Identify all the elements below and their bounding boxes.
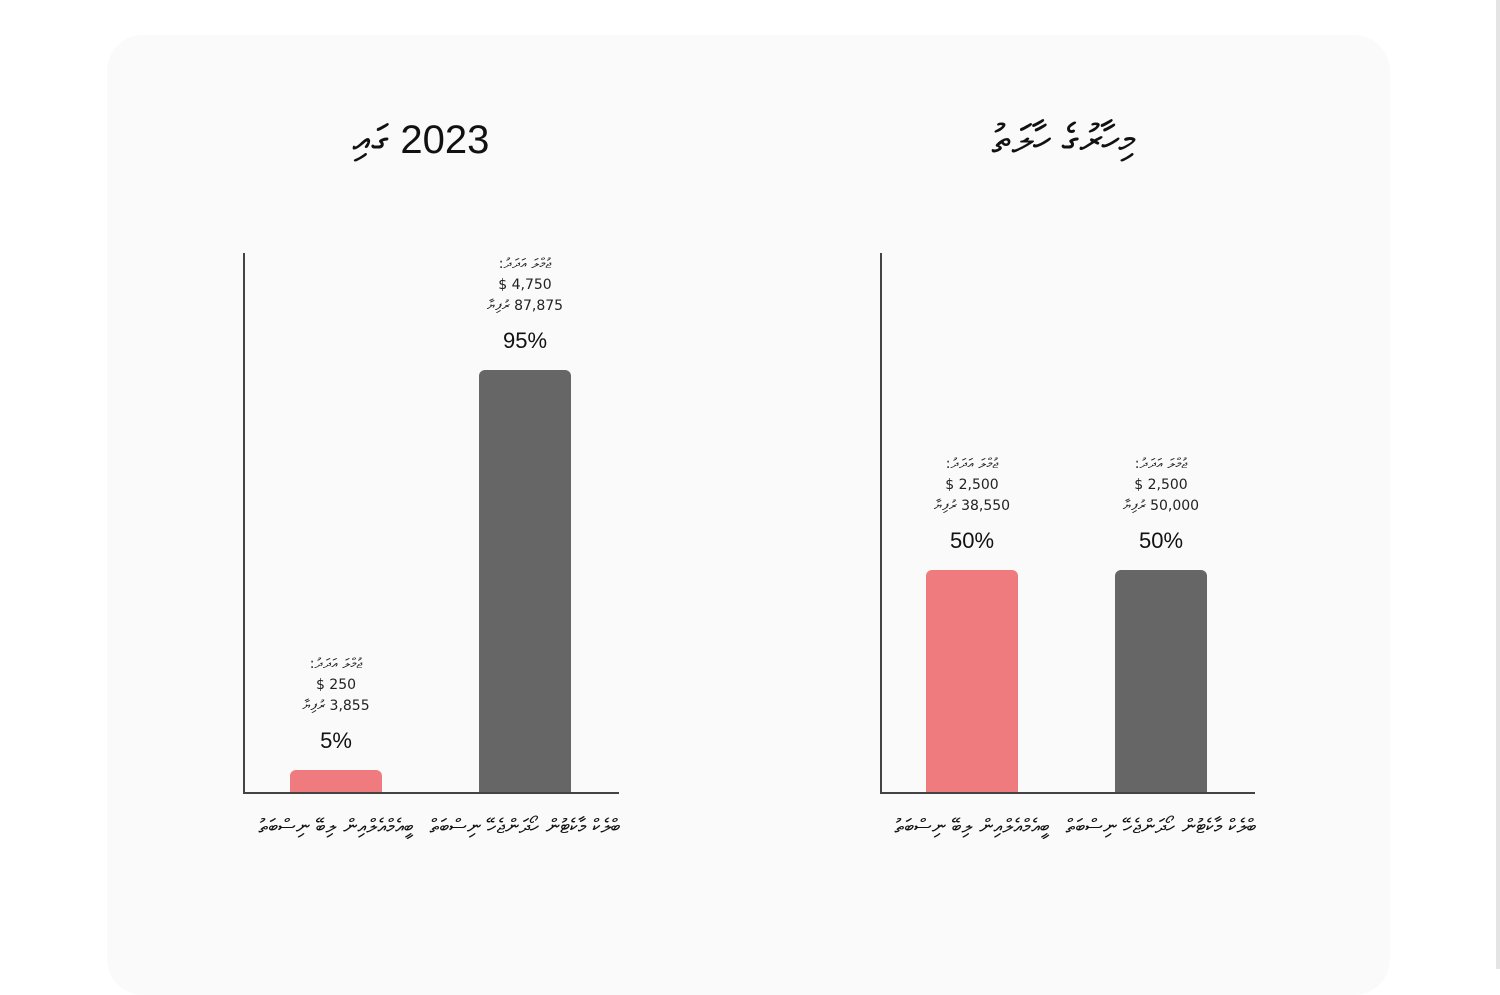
x-axis [880, 792, 1255, 794]
total-label: ޖުމްލަ އަދަދު: [1134, 456, 1188, 472]
mvr-value: 3,855 ރުފިޔާ [302, 697, 370, 714]
total-label: ޖުމްލަ އަދަދު: [945, 456, 999, 472]
total-info: ޖުމްލަ އަދަދު: $ 2,500 38,550 ރުފިޔާ [892, 454, 1052, 517]
x-axis [243, 792, 619, 794]
total-label: ޖުމްލަ އަދަދު: [498, 256, 552, 273]
usd-value: $ 2,500 [1134, 477, 1188, 493]
value-label: 95% [502, 328, 548, 354]
total-info: ޖުމްލަ އަދަދު: $ 250 3,855 ރުފިޔާ [256, 654, 416, 717]
total-label: ޖުމްލަ އަދަދު: [309, 655, 363, 672]
y-axis [243, 253, 245, 792]
total-info: ޖުމްލަ އަދަދު: $ 4,750 87,875 ރުފިޔާ [445, 254, 605, 317]
category-label: ބީއެމްއެލްއިން ލިބޭ ނިސްބަތު [894, 814, 1050, 838]
y-axis [880, 253, 882, 792]
bar[interactable] [290, 769, 382, 792]
mvr-value: 87,875 ރުފިޔާ [486, 298, 564, 315]
category-label: ބީއެމްއެލްއިން ލިބޭ ނިސްބަތު [258, 814, 414, 838]
category-label: ބްލެކް މާކެޓުން ހޯދަންޖެހޭ ނިސްބަތް [1065, 814, 1257, 838]
scrollbar[interactable] [1496, 0, 1500, 969]
total-info: ޖުމްލަ އަދަދު: $ 2,500 50,000 ރުފިޔާ [1081, 454, 1241, 517]
chart-title: 2023 ގައި [352, 118, 490, 162]
chart-title: މިހާރުގެ ހާލަތު [991, 118, 1135, 162]
value-label: 50% [949, 528, 995, 553]
chart-card [107, 35, 1390, 995]
bar[interactable] [479, 370, 571, 792]
bar[interactable] [926, 570, 1018, 792]
usd-value: $ 4,750 [498, 277, 552, 294]
usd-value: $ 250 [315, 676, 357, 693]
value-label: 5% [320, 727, 352, 753]
value-label: 50% [1138, 528, 1184, 553]
mvr-value: 38,550 ރުފިޔާ [933, 498, 1011, 514]
category-label: ބްލެކް މާކެޓުން ހޯދަންޖެހޭ ނިސްބަތް [429, 814, 621, 838]
bar[interactable] [1115, 570, 1207, 792]
mvr-value: 50,000 ރުފިޔާ [1122, 498, 1200, 514]
usd-value: $ 2,500 [945, 477, 999, 493]
